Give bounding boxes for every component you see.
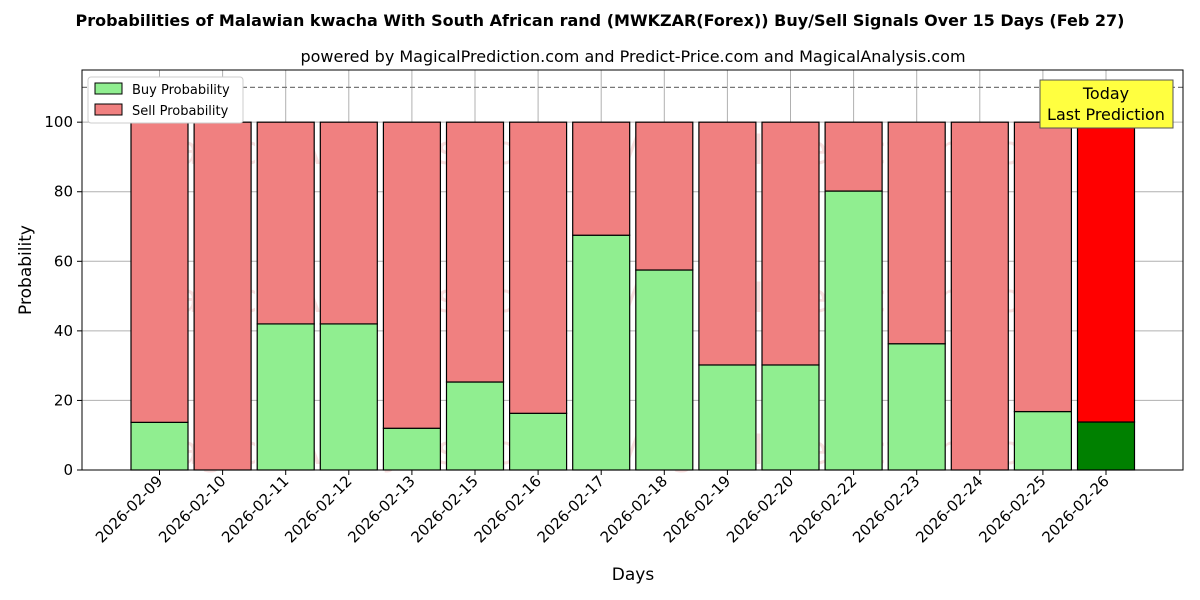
y-tick-label: 20 <box>54 391 73 409</box>
x-tick-label: 2026-02-20 <box>723 472 797 546</box>
sell-bar <box>445 121 505 383</box>
sell-bar <box>509 121 568 414</box>
x-tick-label: 2026-02-23 <box>849 472 923 546</box>
plot-frame <box>81 69 1184 471</box>
buy-bar <box>1013 410 1073 471</box>
buy-bar <box>256 323 315 471</box>
buy-bar <box>635 269 694 471</box>
x-tick-label: 2026-02-24 <box>912 472 986 546</box>
sell-bar <box>635 121 694 271</box>
x-tick-label: 2026-02-09 <box>92 472 166 546</box>
sell-bar <box>698 121 757 366</box>
today-annotation-line1: Today <box>1082 84 1129 103</box>
x-tick-label: 2026-02-19 <box>660 472 734 546</box>
buy-bar <box>824 190 883 471</box>
x-tick-label: 2026-02-12 <box>281 472 355 546</box>
sell-bar <box>256 121 315 325</box>
y-tick-label: 40 <box>54 322 73 340</box>
buy-bar <box>445 381 505 471</box>
y-tick-label: 0 <box>63 461 73 479</box>
chart-subtitle: powered by MagicalPrediction.com and Pre… <box>300 47 965 66</box>
x-tick-label: 2026-02-22 <box>786 472 860 546</box>
buy-bar <box>130 421 189 471</box>
buy-bar <box>382 427 441 471</box>
today-annotation-box <box>1039 79 1174 129</box>
y-tick-label: 80 <box>54 183 73 201</box>
legend-swatch-buy <box>94 82 123 95</box>
sell-bar <box>1013 121 1073 413</box>
sell-bar <box>1076 121 1136 423</box>
chart-title: Probabilities of Malawian kwacha With So… <box>76 11 1125 30</box>
plot-area: MagicalAnalysis.comMagicalPrediction.com… <box>44 69 1184 546</box>
buy-bar <box>1076 421 1136 471</box>
legend-label-buy: Buy Probability <box>132 83 230 98</box>
x-tick-label: 2026-02-11 <box>218 472 292 546</box>
y-tick-label: 100 <box>44 113 73 131</box>
sell-bar <box>319 121 378 325</box>
sell-bar <box>572 121 631 236</box>
x-tick-label: 2026-02-15 <box>407 472 481 546</box>
sell-bar <box>824 121 883 192</box>
buy-bar <box>761 364 820 471</box>
today-annotation-line2: Last Prediction <box>1047 105 1165 124</box>
sell-bar <box>130 121 189 423</box>
x-tick-label: 2026-02-10 <box>155 472 229 546</box>
buy-bar <box>509 412 568 471</box>
x-tick-label: 2026-02-26 <box>1038 472 1112 546</box>
x-tick-label: 2026-02-17 <box>534 472 608 546</box>
sell-bar <box>382 121 441 429</box>
legend-box <box>87 76 244 124</box>
sell-bar <box>193 121 252 471</box>
legend-swatch-sell <box>94 103 123 116</box>
buy-bar <box>572 234 631 471</box>
y-tick-label: 60 <box>54 252 73 270</box>
sell-bar <box>887 121 946 345</box>
buy-bar <box>887 343 946 471</box>
buy-bar <box>319 323 378 471</box>
sell-bar <box>950 121 1009 471</box>
x-tick-label: 2026-02-16 <box>471 472 545 546</box>
sell-bar <box>761 121 820 366</box>
legend-label-sell: Sell Probability <box>132 104 229 119</box>
buy-bar <box>698 364 757 471</box>
x-tick-label: 2026-02-13 <box>344 472 418 546</box>
x-axis-label: Days <box>612 565 655 585</box>
x-tick-label: 2026-02-18 <box>597 472 671 546</box>
x-tick-label: 2026-02-25 <box>975 472 1049 546</box>
y-axis-label: Probability <box>16 225 36 315</box>
